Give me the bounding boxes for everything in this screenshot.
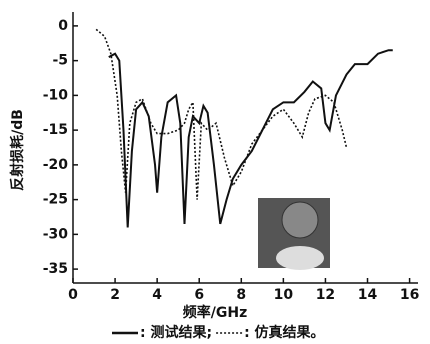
y-tick-label: -25	[43, 192, 68, 208]
x-tick-label: 12	[316, 287, 335, 303]
x-tick-label: 0	[68, 287, 78, 303]
data-line	[108, 49, 393, 228]
x-tick-label: 10	[274, 287, 294, 303]
y-tick-label: -20	[43, 157, 69, 173]
inset-photo	[258, 198, 330, 270]
x-tick-label: 2	[110, 287, 120, 303]
x-tick-label: 4	[152, 287, 162, 303]
y-tick-label: -10	[43, 87, 69, 103]
y-axis-label: 反射损耗/dB	[9, 109, 26, 191]
x-tick-label: 14	[358, 287, 378, 303]
y-tick-label: -35	[43, 261, 68, 277]
y-tick-label: -15	[43, 122, 68, 138]
y-tick-label: -5	[52, 53, 68, 69]
y-tick-label: 0	[58, 18, 68, 34]
x-tick-label: 6	[194, 287, 204, 303]
legend-label: : 测试结果;	[140, 324, 212, 341]
inset-patch	[281, 201, 319, 239]
legend-label: : 仿真结果。	[244, 324, 324, 341]
data-line	[95, 28, 348, 200]
y-tick-label: -30	[43, 226, 69, 242]
x-tick-label: 8	[236, 287, 246, 303]
x-axis-label: 频率/GHz	[183, 304, 247, 321]
inset-ground	[276, 246, 324, 270]
x-tick-label: 16	[400, 287, 419, 303]
